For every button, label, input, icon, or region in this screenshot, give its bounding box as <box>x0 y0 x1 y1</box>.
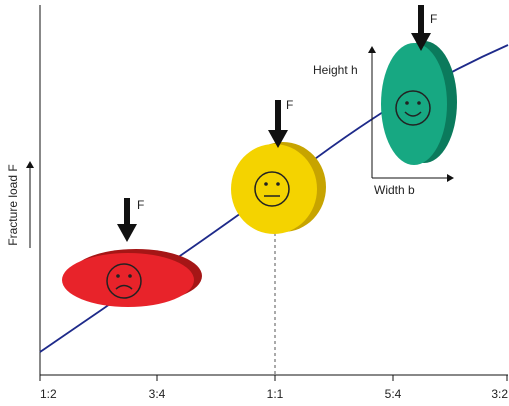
red-specimen <box>62 249 202 307</box>
width-label: Width b <box>374 183 415 197</box>
x-tick-label: 5:4 <box>385 387 402 401</box>
force-label: F <box>286 98 293 112</box>
y-axis-label: Fracture load F <box>6 164 20 245</box>
x-tick-label: 1:2 <box>40 387 57 401</box>
x-tick-label: 1:1 <box>267 387 284 401</box>
force-arrows <box>117 5 431 242</box>
x-ticks <box>39 375 508 381</box>
force-label: F <box>137 198 144 212</box>
x-tick-label: 3:2 <box>491 387 508 401</box>
green-specimen <box>381 41 457 165</box>
force-label: F <box>430 12 437 26</box>
yellow-specimen <box>231 142 326 234</box>
height-label: Height h <box>313 63 358 77</box>
x-tick-label: 3:4 <box>149 387 166 401</box>
